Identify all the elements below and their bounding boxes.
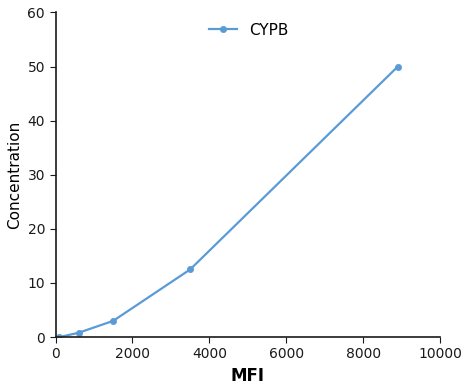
CYPB [395,64,401,69]
CYPB [76,330,82,335]
X-axis label: MFI: MFI [231,367,265,385]
Legend: CYPB: CYPB [209,24,288,38]
CYPB [110,318,116,323]
Line: CYPB: CYPB [56,64,401,340]
CYPB [57,335,62,339]
Y-axis label: Concentration: Concentration [7,121,22,229]
CYPB [187,267,193,272]
